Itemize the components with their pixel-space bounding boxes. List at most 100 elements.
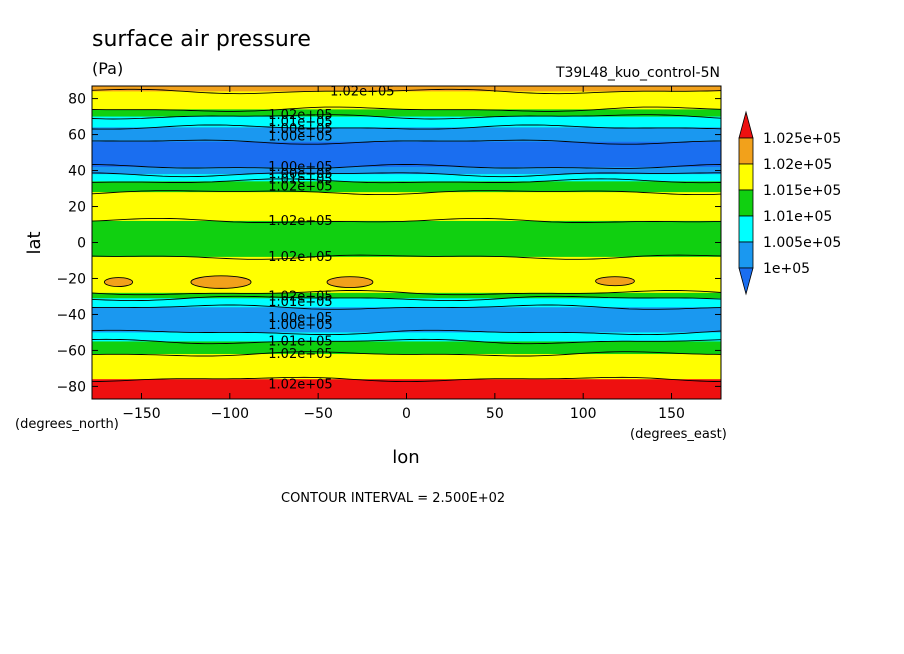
pressure-band: [92, 341, 721, 355]
contour-label: 1.02e+05: [268, 180, 332, 195]
legend-label: 1.02e+05: [763, 157, 832, 173]
chart-units: (Pa): [92, 59, 123, 78]
contour-line: [92, 254, 721, 260]
contour-line: [92, 376, 721, 383]
contour-label: 1.00e+05: [268, 311, 332, 326]
pressure-high: [326, 276, 374, 288]
x-tick-label: 150: [658, 406, 685, 422]
chart-title: surface air pressure: [92, 27, 311, 52]
contour-label: 1.02e+05: [268, 347, 332, 362]
pressure-band: [92, 379, 721, 399]
x-axis-unit-note: (degrees_east): [630, 427, 727, 442]
x-axis-ticks: −150 −100 −50 0 50 100 150: [122, 86, 685, 422]
contour-labels: 1.02e+051.02e+051.01e+051.00e+051.00e+05…: [268, 84, 394, 393]
contour-label: 1.00e+05: [268, 318, 332, 333]
contour-line: [92, 290, 721, 296]
legend-swatch: [738, 137, 754, 165]
x-tick-label: −50: [303, 406, 333, 422]
contour-label: 1.01e+05: [268, 295, 332, 310]
pressure-band: [92, 298, 721, 308]
contour-line: [92, 338, 721, 345]
pressure-band: [92, 91, 721, 110]
color-legend: 1.025e+05 1.02e+05 1.015e+05 1.01e+05 1.005e…: [738, 110, 841, 296]
dataset-name: T39L48_kuo_control-5N: [555, 65, 720, 81]
legend-under-arrow: [738, 267, 754, 296]
legend-label: 1e+05: [763, 261, 810, 277]
contour-label: 1.02e+05: [268, 250, 332, 265]
pressure-band: [92, 141, 721, 168]
pressure-band: [92, 116, 721, 128]
y-axis-ticks: 80 60 40 20 0 −20 −40 −60 −80: [56, 92, 721, 395]
contour-label: 1.02e+05: [268, 378, 332, 393]
pressure-band: [92, 307, 721, 334]
contour-line: [92, 190, 721, 196]
contour-interval: CONTOUR INTERVAL = 2.500E+02: [281, 491, 505, 506]
contour-fill-area: [92, 86, 721, 399]
legend-label: 1.015e+05: [763, 183, 841, 199]
contour-line: [92, 304, 721, 310]
x-tick-label: 100: [570, 406, 597, 422]
contour-label: 1.00e+05: [268, 122, 332, 137]
contour-label: 1.02e+05: [268, 108, 332, 123]
y-tick-label: −80: [56, 379, 86, 395]
x-tick-label: −100: [211, 406, 249, 422]
pressure-high: [103, 277, 134, 288]
x-tick-label: −150: [122, 406, 160, 422]
y-tick-label: 20: [68, 200, 86, 216]
legend-swatch: [738, 163, 754, 191]
x-tick-label: 50: [486, 406, 504, 422]
legend-swatch: [738, 189, 754, 217]
pressure-band: [92, 332, 721, 343]
contour-line: [92, 114, 721, 120]
contour-line: [92, 124, 721, 130]
pressure-highs: [103, 275, 635, 289]
legend-swatch: [738, 241, 754, 269]
pressure-band: [92, 109, 721, 118]
y-tick-label: 0: [77, 236, 86, 252]
contour-label: 1.00e+05: [268, 129, 332, 144]
contour-line: [92, 172, 721, 178]
legend-label: 1.025e+05: [763, 131, 841, 147]
pressure-band: [92, 220, 721, 258]
pressure-band: [92, 354, 721, 380]
contour-label: 1.02e+05: [268, 289, 332, 304]
y-tick-label: 60: [68, 128, 86, 144]
legend-over-arrow: [738, 110, 754, 139]
x-tick-label: 0: [402, 406, 411, 422]
y-tick-label: 80: [68, 92, 86, 108]
y-axis-label: lat: [24, 231, 45, 254]
y-tick-label: −40: [56, 307, 86, 323]
contour-label: 1.01e+05: [268, 115, 332, 130]
contour-label: 1.00e+05: [268, 167, 332, 182]
pressure-high: [190, 275, 252, 289]
pressure-band: [92, 174, 721, 182]
pressure-high: [595, 276, 635, 287]
contour-label: 1.01e+05: [268, 173, 332, 188]
pressure-band: [92, 192, 721, 222]
contour-label: 1.02e+05: [330, 84, 394, 99]
legend-swatch: [738, 215, 754, 243]
pressure-band: [92, 256, 721, 294]
contour-line: [92, 178, 721, 184]
pressure-band: [92, 127, 721, 143]
legend-label: 1.005e+05: [763, 235, 841, 251]
legend-label: 1.01e+05: [763, 209, 832, 225]
contour-line: [92, 106, 721, 112]
contour-line: [92, 139, 721, 145]
contour-line: [92, 351, 721, 357]
contour-label: 1.01e+05: [268, 334, 332, 349]
contour-line: [92, 164, 721, 169]
y-tick-label: −60: [56, 343, 86, 359]
x-axis-label: lon: [392, 447, 419, 468]
pressure-band: [92, 181, 721, 193]
pressure-band: [92, 292, 721, 299]
y-tick-label: 40: [68, 164, 86, 180]
pressure-band: [92, 166, 721, 175]
contour-label: 1.00e+05: [268, 160, 332, 175]
y-axis-unit-note: (degrees_north): [15, 417, 119, 432]
contour-line: [92, 217, 721, 223]
contour-line: [92, 329, 721, 336]
y-tick-label: −20: [56, 271, 86, 287]
contour-label: 1.02e+05: [268, 214, 332, 229]
